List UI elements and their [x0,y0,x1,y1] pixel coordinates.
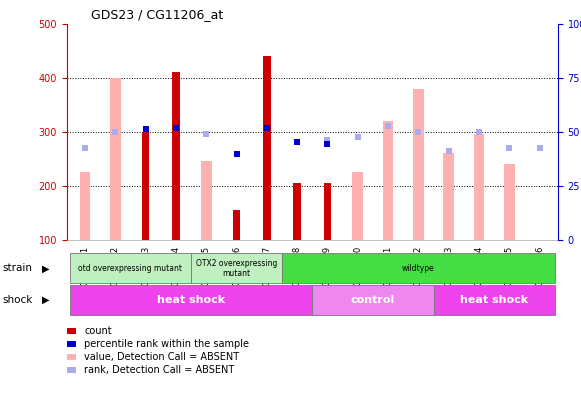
Text: wildtype: wildtype [402,264,435,273]
Text: rank, Detection Call = ABSENT: rank, Detection Call = ABSENT [84,365,235,375]
Bar [201,161,211,240]
Point [323,137,332,143]
Text: OTX2 overexpressing
mutant: OTX2 overexpressing mutant [196,259,277,278]
Bar [70,253,191,283]
Text: value, Detection Call = ABSENT: value, Detection Call = ABSENT [84,352,239,362]
Bar [413,88,424,240]
Point [505,145,514,151]
Text: ▶: ▶ [42,295,49,305]
Bar [172,72,180,240]
Bar [282,253,555,283]
Point [262,125,271,131]
Bar [383,121,393,240]
Bar [263,56,271,240]
Text: count: count [84,326,112,336]
Text: percentile rank within the sample: percentile rank within the sample [84,339,249,349]
Bar [142,131,149,240]
Text: strain: strain [3,263,33,274]
Text: ▶: ▶ [42,263,49,274]
Point [474,128,483,135]
Point [110,128,120,135]
Bar [80,172,90,240]
Text: control: control [351,295,395,305]
Text: heat shock: heat shock [157,295,225,305]
Point [80,145,89,151]
Bar [324,183,331,240]
Bar [353,172,363,240]
Point [232,151,241,158]
Bar [504,164,515,240]
Point [383,123,393,129]
Point [444,147,453,154]
Bar [474,134,485,240]
Point [323,140,332,147]
Bar [313,285,433,315]
Point [535,145,544,151]
Point [202,131,211,137]
Text: otd overexpressing mutant: otd overexpressing mutant [78,264,182,273]
Bar [70,285,313,315]
Bar [433,285,555,315]
Bar [191,253,282,283]
Bar [293,183,301,240]
Text: shock: shock [3,295,33,305]
Point [171,125,181,131]
Point [292,139,302,146]
Point [141,126,150,132]
Bar [233,210,241,240]
Bar [443,153,454,240]
Point [353,134,363,140]
Point [414,128,423,135]
Bar [110,78,121,240]
Text: GDS23 / CG11206_at: GDS23 / CG11206_at [91,8,224,21]
Text: heat shock: heat shock [460,295,528,305]
